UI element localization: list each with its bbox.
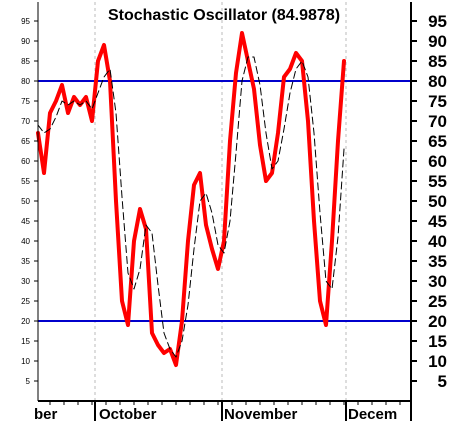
left-tick-labels: 5 10 15 20 25 30 35 40 45 50 55 60 65 70 75 80 85 90 95 [21,17,30,386]
y-tick-label-left: 10 [21,357,30,366]
y-tick-label-left: 60 [21,157,30,166]
series-line-1 [37,56,345,358]
y-tick-label-right: 5 [438,372,447,391]
y-tick-label-right: 70 [428,112,447,131]
y-tick-label-left: 20 [21,317,30,326]
y-tick-label-left: 35 [21,257,30,266]
y-tick-label-left: 70 [21,117,30,126]
y-tick-label-left: 30 [21,277,30,286]
x-tick-label-2: November [224,406,298,423]
y-tick-label-left: 45 [21,217,30,226]
y-tick-label-left: 50 [21,197,30,206]
y-tick-label-right: 50 [428,192,447,211]
chart-title: Stochastic Oscillator (84.9878) [108,7,340,24]
series-layer [36,31,346,367]
reference-lines [38,80,411,322]
y-tick-label-left: 5 [26,377,31,386]
grid-layer [94,2,347,401]
series-line-0 [36,31,346,367]
y-tick-label-right: 35 [428,252,447,271]
y-tick-label-right: 30 [428,272,447,291]
y-tick-label-left: 55 [21,177,30,186]
y-tick-label-left: 40 [21,237,30,246]
y-tick-label-right: 25 [428,292,447,311]
x-tick-label-0: ber [34,406,58,423]
axis-layer [34,2,417,421]
y-tick-label-left: 15 [21,337,30,346]
y-tick-label-right: 60 [428,152,447,171]
y-tick-label-right: 55 [428,172,447,191]
x-tick-label-3: Decem [348,406,397,423]
y-tick-label-right: 75 [428,92,447,111]
y-tick-label-right: 85 [428,52,447,71]
y-tick-label-right: 90 [428,32,447,51]
y-tick-label-left: 95 [21,17,30,26]
y-tick-label-right: 40 [428,232,447,251]
y-tick-label-right: 95 [428,12,447,31]
y-tick-label-right: 80 [428,72,447,91]
x-tick-label-1: October [99,406,157,423]
y-tick-label-left: 25 [21,297,30,306]
y-tick-label-left: 90 [21,37,30,46]
y-tick-label-left: 80 [21,77,30,86]
y-tick-label-right: 65 [428,132,447,151]
x-tick-labels: ber October November Decem [34,406,397,423]
y-tick-label-right: 45 [428,212,447,231]
y-tick-label-right: 20 [428,312,447,331]
y-tick-label-left: 85 [21,57,30,66]
y-tick-label-right: 15 [428,332,447,351]
y-tick-label-left: 65 [21,137,30,146]
y-tick-label-left: 75 [21,97,30,106]
y-tick-label-right: 10 [428,352,447,371]
